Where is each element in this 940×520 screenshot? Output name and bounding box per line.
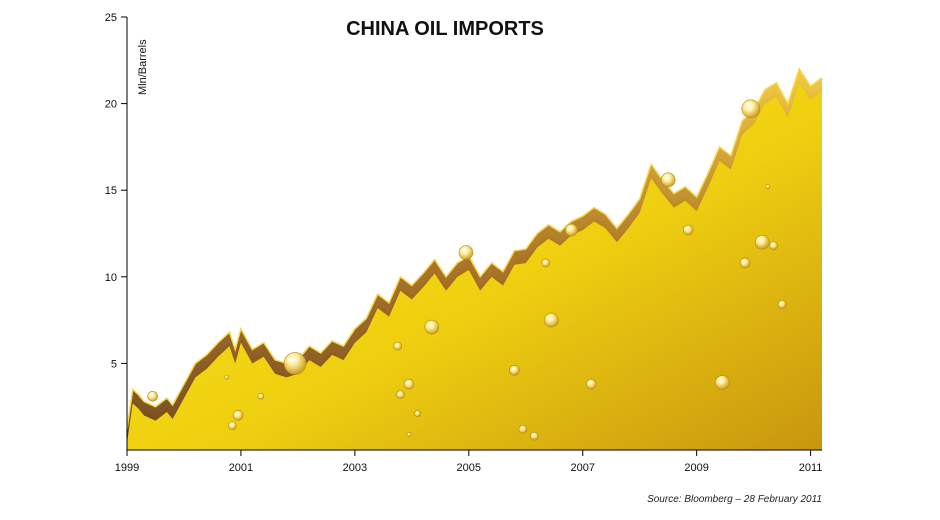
y-tick-label: 10: [105, 272, 117, 284]
oil-droplet: [530, 431, 539, 441]
x-tick-label: 2009: [684, 462, 708, 474]
oil-droplet: [406, 432, 412, 437]
area-fill: [127, 79, 822, 450]
series-line: [126, 67, 823, 430]
oil-droplet: [541, 258, 551, 268]
x-tick-label: 2005: [457, 462, 481, 474]
x-tick-label: 2003: [343, 462, 367, 474]
y-tick-label: 5: [111, 358, 117, 370]
x-tick-label: 2007: [570, 462, 594, 474]
oil-droplet: [741, 99, 761, 119]
axes: 5 10 15 20 25 1999 2001 2003 2005 2007 2009 2011 Mln…: [105, 12, 823, 474]
oil-droplet: [257, 393, 265, 400]
oil-droplet: [682, 224, 694, 236]
oil-droplet: [660, 172, 676, 188]
oil-droplet: [765, 184, 771, 190]
oil-droplet: [147, 391, 158, 402]
oil-droplet: [769, 241, 778, 250]
oil-droplet: [283, 352, 307, 375]
oil-droplet: [777, 300, 787, 309]
oil-droplet: [544, 312, 559, 328]
y-axis-label: Mln/Barrels: [137, 39, 149, 95]
oil-droplet: [393, 341, 402, 351]
oil-droplet: [228, 421, 237, 431]
oil-droplet: [224, 374, 229, 380]
x-tick-label: 2001: [229, 462, 253, 474]
x-tick-label: 1999: [115, 462, 139, 474]
chart-title: CHINA OIL IMPORTS: [346, 18, 544, 40]
plot-area: [126, 67, 823, 450]
y-tick-label: 20: [105, 99, 117, 111]
y-tick-label: 15: [105, 185, 117, 197]
oil-droplet: [565, 223, 578, 237]
source-note: Source: Bloomberg – 28 February 2011: [647, 494, 822, 505]
oil-droplet: [739, 257, 751, 269]
oil-droplet: [232, 410, 244, 421]
oil-droplet: [403, 378, 415, 390]
oil-droplet: [509, 365, 520, 376]
oil-droplet: [585, 378, 597, 390]
y-tick-label: 25: [105, 12, 117, 24]
oil-droplet: [424, 319, 440, 335]
oil-droplet: [715, 375, 730, 390]
oil-droplet: [458, 245, 474, 260]
oil-droplet: [518, 424, 528, 434]
x-tick-label: 2011: [799, 462, 823, 474]
oil-droplet: [414, 410, 421, 417]
oil-droplet: [754, 234, 770, 250]
oil-droplet: [396, 390, 405, 399]
